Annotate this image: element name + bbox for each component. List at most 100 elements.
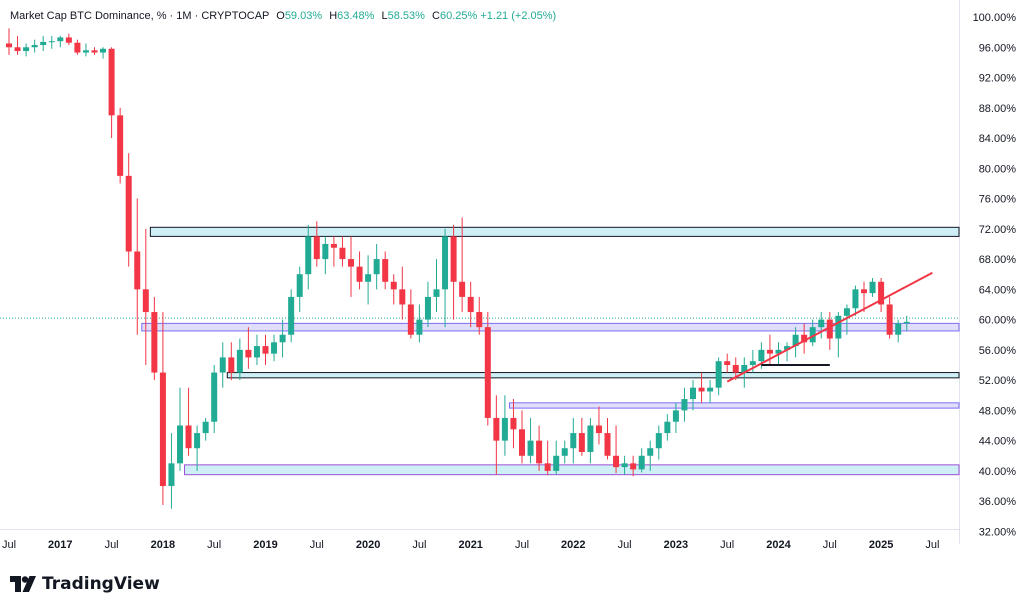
candle-body <box>672 410 679 422</box>
candle-body <box>407 304 414 335</box>
x-tick-label: Jul <box>310 539 324 551</box>
candle-body <box>775 349 782 354</box>
candle-body <box>185 425 192 449</box>
candle-body <box>339 247 346 260</box>
y-tick-label: 68.00% <box>979 254 1017 266</box>
y-tick-label: 48.00% <box>979 405 1017 417</box>
support-zone-40 <box>184 464 960 476</box>
candle-body <box>878 281 885 305</box>
candle-body <box>809 327 816 343</box>
candle-body <box>681 399 688 411</box>
y-tick-label: 100.00% <box>973 12 1017 24</box>
y-tick-label: 92.00% <box>979 73 1017 85</box>
candle-body <box>732 364 739 373</box>
candle-body <box>647 448 654 456</box>
candle-body <box>424 296 431 320</box>
candle-body <box>82 50 89 53</box>
candle-body <box>724 361 731 365</box>
x-tick-label: Jul <box>618 539 632 551</box>
candle-body <box>382 259 389 282</box>
candle-body <box>134 251 141 290</box>
candle-body <box>801 334 808 343</box>
candle-body <box>108 48 115 116</box>
x-tick-label: 2022 <box>561 539 585 551</box>
x-tick-label: 2021 <box>458 539 482 551</box>
candle-body <box>236 349 243 373</box>
candle-body <box>570 433 577 449</box>
y-tick-label: 36.00% <box>979 496 1017 508</box>
y-tick-label: 64.00% <box>979 284 1017 296</box>
candle-body <box>253 346 260 358</box>
tradingview-brand[interactable]: TradingView <box>10 574 160 594</box>
candle-body <box>442 236 449 290</box>
candle-body <box>749 361 756 365</box>
x-tick-label: Jul <box>823 539 837 551</box>
candle-body <box>903 321 910 324</box>
candle-body <box>159 372 166 487</box>
candle-body <box>365 274 372 282</box>
candle-body <box>48 41 55 43</box>
candle-body <box>604 433 611 456</box>
y-tick-label: 80.00% <box>979 163 1017 175</box>
candle-body <box>168 463 175 487</box>
x-tick-label: Jul <box>105 539 119 551</box>
x-tick-label: 2018 <box>151 539 175 551</box>
x-tick-label: 2019 <box>253 539 277 551</box>
candle-body <box>245 349 252 358</box>
candle-body <box>861 289 867 294</box>
candle-body <box>74 42 81 53</box>
y-tick-label: 44.00% <box>979 436 1017 448</box>
open-value: 59.03% <box>284 10 323 22</box>
candle-body <box>715 361 722 388</box>
resistance-zone-top <box>149 226 960 237</box>
candle-body <box>125 175 132 252</box>
candle-body <box>493 417 500 441</box>
x-tick-label: 2017 <box>48 539 72 551</box>
close-value: 60.25% <box>439 10 478 22</box>
y-tick-label: 56.00% <box>979 345 1017 357</box>
x-tick-label: 2024 <box>766 539 791 551</box>
candle-body <box>14 47 21 52</box>
candle-body <box>621 463 628 468</box>
candle-body <box>348 259 354 267</box>
candle-body <box>655 433 662 449</box>
low-label: L <box>381 10 388 22</box>
candle-body <box>818 319 825 328</box>
low-value: 58.53% <box>387 10 425 22</box>
zone-purple-48 <box>508 402 960 409</box>
candle-body <box>886 304 893 335</box>
candle-body <box>330 243 337 248</box>
x-tick-label: Jul <box>207 539 221 551</box>
candle-body <box>784 346 791 350</box>
candle-body <box>467 296 474 313</box>
tradingview-logo-icon <box>10 576 36 592</box>
candle-body <box>57 37 64 42</box>
candle-body <box>895 323 902 335</box>
candle-body <box>177 425 183 464</box>
candle-body <box>373 259 380 275</box>
candle-body <box>313 236 320 260</box>
y-tick-label: 60.00% <box>979 315 1017 327</box>
candle-body <box>219 357 226 373</box>
x-tick-label: 2020 <box>356 539 380 551</box>
x-tick-label: Jul <box>720 539 734 551</box>
candle-body <box>279 334 286 343</box>
candle-body <box>792 334 799 347</box>
candle-body <box>65 37 72 43</box>
y-tick-label: 88.00% <box>979 103 1017 115</box>
candle-body <box>433 289 440 297</box>
zone-blue-52 <box>226 372 960 379</box>
candle-body <box>356 266 363 282</box>
candle-body <box>519 429 525 456</box>
candle-body <box>638 455 645 470</box>
candle-body <box>843 308 850 316</box>
candle-body <box>211 372 218 422</box>
candle-body <box>536 440 543 464</box>
candle-body <box>664 421 671 434</box>
open-label: O <box>276 10 285 22</box>
x-tick-label: 2023 <box>664 539 688 551</box>
y-tick-label: 76.00% <box>979 194 1017 206</box>
high-label: H <box>329 10 338 22</box>
candle-body <box>476 312 483 328</box>
